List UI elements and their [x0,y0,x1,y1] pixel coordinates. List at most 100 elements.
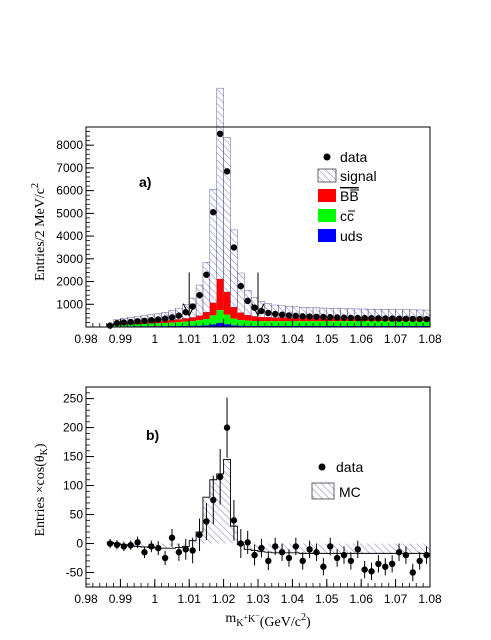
data-point [313,549,319,555]
bb-bar [258,317,265,321]
data-point [169,535,175,541]
data-point [114,320,120,326]
legend-data-label: data [340,149,367,165]
x-tick-label: 1.04 [281,592,305,606]
data-point [121,319,127,325]
panel-a-bars [107,88,430,327]
data-point [375,315,381,321]
legend-cc-swatch [318,209,336,222]
bb-bar [272,318,279,322]
cc-bar [327,321,334,326]
cc-bar [237,320,244,326]
panel-b-label: b) [146,427,159,443]
cc-bar [382,321,389,326]
y-tick-label: 7000 [56,161,83,175]
data-point [423,552,429,558]
bb-bar [224,292,231,315]
mc-bar [389,544,396,554]
data-point [375,561,381,567]
data-point [334,314,340,320]
data-point [244,298,250,304]
uds-bar [217,323,224,327]
data-point [155,545,161,551]
data-point [389,315,395,321]
cc-bar [341,321,348,326]
y-tick-label: 100 [63,479,83,493]
data-point [134,318,140,324]
data-point [189,547,195,553]
cc-bar [155,323,162,326]
bb-bar [210,303,217,316]
cc-bar [169,323,176,326]
data-point [196,292,202,298]
bb-bar [175,320,182,323]
mc-outline [107,459,430,553]
data-point [286,312,292,318]
signal-bar [224,137,231,292]
cc-bar [141,324,148,327]
legend-bb-swatch [318,189,336,202]
mc-bar [361,544,368,554]
mc-bar [224,459,231,543]
x-tick-label: 1.03 [246,592,270,606]
data-point [334,555,340,561]
data-point [121,543,127,549]
data-point [382,564,388,570]
cc-bar [272,321,279,326]
mc-bar [320,544,327,554]
cc-bar [375,321,382,326]
cc-bar [396,321,403,326]
mc-bar [409,544,416,554]
data-point [410,316,416,322]
bb-bar [182,318,189,321]
data-point [162,555,168,561]
y-tick-label: 5000 [56,206,83,220]
panel-a-legend: data signal BB cc uds [318,149,377,244]
cc-bar [148,323,155,326]
data-point [382,315,388,321]
legend-signal-label: signal [340,168,377,184]
cc-bar [306,321,313,326]
y-tick-label: 250 [63,392,83,406]
legend-signal-swatch [318,169,336,182]
y-tick-label: 1000 [56,297,83,311]
legend-b-data-marker [319,464,326,471]
legend-uds-label: uds [340,228,363,244]
legend-b-data-label: data [336,459,363,475]
data-point [348,558,354,564]
data-point [203,518,209,524]
y-tick-label: 150 [63,450,83,464]
y-tick-label: 4000 [56,229,83,243]
y-tick-label: 2000 [56,275,83,289]
data-point [141,318,147,324]
data-point [279,312,285,318]
data-point [183,546,189,552]
data-point [238,283,244,289]
cc-bar [224,315,231,325]
cc-bar [292,321,299,326]
mc-bar [382,544,389,554]
legend-data-marker [324,154,331,161]
signal-bar [210,189,217,303]
mc-bar [368,544,375,554]
cc-bar [217,310,224,323]
signal-bar [203,262,210,312]
data-point [258,545,264,551]
data-point [134,539,140,545]
mc-bar [347,544,354,554]
data-point [293,313,299,319]
panel-a-ylabel: Entries/2 MeV/c2 [30,183,48,281]
panel-b-ylabel: Entries ×cos(θK) [33,443,50,536]
data-point [320,314,326,320]
data-point [169,314,175,320]
x-tick-label: 1.06 [350,332,374,346]
data-point [306,313,312,319]
x-tick-label: 1.07 [384,592,408,606]
bb-bar [196,316,203,321]
x-tick-label: 1.04 [281,332,305,346]
data-point [244,539,250,545]
signal-bar [217,88,224,279]
